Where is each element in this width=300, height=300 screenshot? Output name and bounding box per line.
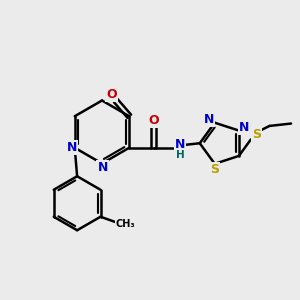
Text: N: N (239, 121, 249, 134)
Text: N: N (204, 113, 214, 126)
Text: H: H (176, 150, 184, 160)
Text: S: S (252, 128, 261, 140)
Text: O: O (148, 114, 159, 127)
Text: N: N (175, 138, 185, 151)
Text: N: N (98, 160, 108, 174)
Text: S: S (210, 163, 219, 176)
Text: N: N (67, 141, 77, 154)
Text: O: O (106, 88, 117, 100)
Text: CH₃: CH₃ (116, 219, 136, 229)
